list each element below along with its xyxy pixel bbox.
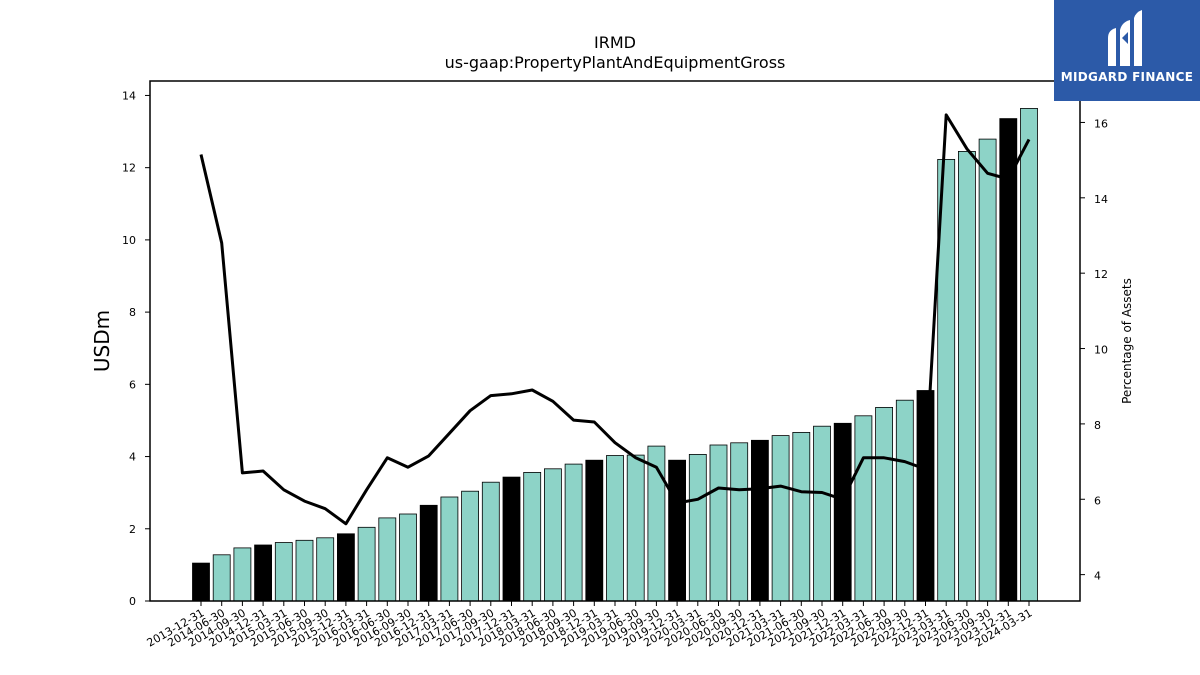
y-right-tick-label: 10	[1094, 344, 1108, 357]
bar-2019-06-30	[626, 454, 645, 602]
bar-2020-06-30	[709, 444, 728, 602]
logo-text: MIDGARD FINANCE	[1060, 70, 1194, 84]
x-tick-labels: 2013-12-312014-06-302014-09-302014-12-31…	[145, 601, 1035, 650]
bar-2021-12-31	[833, 422, 852, 602]
bar-2021-06-30	[792, 431, 811, 602]
percentage-line	[199, 113, 1031, 526]
bar-2016-03-31	[357, 526, 376, 602]
y-right-tick-label: 16	[1094, 117, 1108, 130]
y-left-tick-label: 4	[129, 451, 136, 464]
chart-title: IRMD	[594, 33, 636, 52]
bar-2014-06-30	[212, 554, 231, 602]
y-right-tick-label: 6	[1094, 494, 1101, 507]
bar-2015-03-31	[274, 542, 293, 602]
line-series	[199, 113, 1031, 526]
bar-2023-09-30	[978, 138, 997, 602]
bar-2018-06-30	[544, 468, 562, 602]
bar-2018-03-31	[523, 471, 542, 602]
y-axis-label-right: Percentage of Assets	[1120, 278, 1134, 404]
y-left-tick-label: 10	[122, 234, 136, 247]
bar-2020-03-31	[688, 453, 707, 602]
y-left-tick-label: 0	[129, 595, 136, 608]
y-left-tick-label: 14	[122, 89, 136, 102]
y-right-tick-labels: 4 6 8 10 12 14 16	[1080, 117, 1108, 583]
bar-2023-06-30	[958, 150, 976, 602]
bar-2017-03-31	[440, 496, 459, 602]
y-right-tick-label: 12	[1094, 268, 1108, 281]
bar-2019-12-31	[668, 459, 686, 602]
bar-2015-09-30	[316, 537, 335, 602]
y-left-tick-label: 8	[129, 306, 136, 319]
bar-2018-09-30	[564, 463, 583, 602]
bar-2021-09-30	[813, 425, 831, 602]
bar-2014-09-30	[233, 547, 252, 602]
brand-logo: MIDGARD FINANCE	[1054, 0, 1200, 101]
bar-2016-06-30	[378, 517, 397, 602]
bar-2020-12-31	[751, 439, 769, 602]
bar-series	[192, 108, 1038, 602]
bar-2022-03-31	[854, 415, 873, 602]
y-left-tick-labels: 0 2 4 6 8 10 12 14	[122, 89, 150, 608]
bar-2014-12-31	[254, 544, 273, 602]
bar-2013-12-31	[192, 562, 210, 602]
bar-2015-06-30	[295, 539, 314, 602]
y-left-tick-label: 6	[129, 378, 136, 391]
bar-2017-12-31	[502, 476, 521, 602]
bar-2024-03-31	[1020, 108, 1038, 602]
bar-2023-12-31	[999, 118, 1018, 602]
logo-mark-icon	[1108, 10, 1142, 66]
bar-2017-06-30	[461, 490, 480, 602]
bar-2022-06-30	[875, 406, 893, 602]
bar-2020-09-30	[730, 442, 749, 602]
bar-2016-12-31	[419, 504, 438, 602]
bar-2022-09-30	[895, 399, 914, 602]
y-left-tick-label: 2	[129, 523, 136, 536]
bar-2015-12-31	[336, 533, 355, 602]
y-left-tick-label: 12	[122, 162, 136, 175]
bar-2018-12-31	[585, 459, 604, 602]
y-right-tick-label: 8	[1094, 419, 1101, 432]
y-axis-label-left: USDm	[90, 310, 114, 372]
y-right-tick-label: 4	[1094, 570, 1101, 583]
y-right-tick-label: 14	[1094, 193, 1108, 206]
bar-2016-09-30	[399, 513, 417, 602]
chart-subtitle: us-gaap:PropertyPlantAndEquipmentGross	[445, 53, 786, 72]
bar-2022-12-31	[916, 390, 935, 602]
bar-2017-09-30	[481, 481, 500, 602]
bar-2021-03-31	[771, 435, 790, 602]
bar-2019-03-31	[606, 455, 624, 602]
